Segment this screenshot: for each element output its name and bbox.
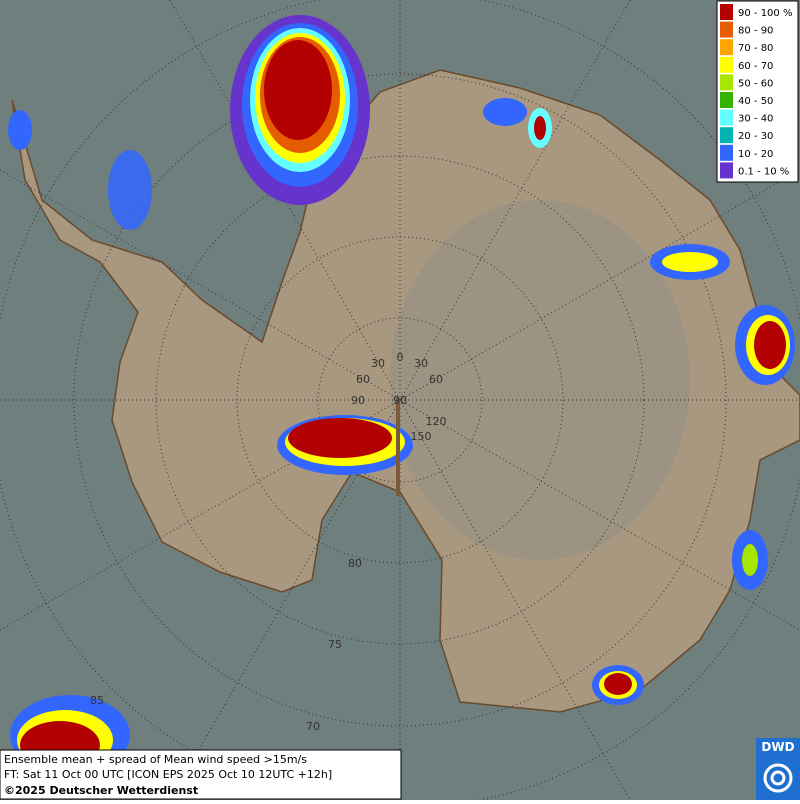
graticule-label: 80 xyxy=(348,557,362,570)
footer-line: Ensemble mean + spread of Mean wind spee… xyxy=(4,753,307,766)
footer-line: FT: Sat 11 Oct 00 UTC [ICON EPS 2025 Oct… xyxy=(4,768,332,781)
plateau xyxy=(390,200,690,560)
graticule-label: 60 xyxy=(356,373,370,386)
legend-swatch xyxy=(720,127,733,144)
legend-swatch xyxy=(720,162,733,179)
legend: 90 - 100 % 80 - 90 70 - 80 60 - 70 50 - 60 40… xyxy=(716,0,799,183)
footer-box xyxy=(0,749,402,800)
graticule-label: 0 xyxy=(397,351,404,364)
legend-label: 0.1 - 10 % xyxy=(738,166,789,177)
footer-line: ©2025 Deutscher Wetterdienst xyxy=(4,784,198,797)
legend-swatch xyxy=(720,109,733,126)
legend-swatch xyxy=(720,144,733,161)
graticule-label: 85 xyxy=(90,694,104,707)
legend-swatch xyxy=(720,74,733,91)
graticule-label: 75 xyxy=(328,638,342,651)
legend-swatch xyxy=(720,92,733,108)
graticule-label: 30 xyxy=(414,357,428,370)
graticule-label: 30 xyxy=(371,357,385,370)
legend-label: 90 - 100 % xyxy=(738,8,792,19)
logo-icon xyxy=(770,770,786,786)
graticule-label: 150 xyxy=(411,430,432,443)
legend-label: 60 - 70 xyxy=(738,61,773,72)
legend-label: 10 - 20 xyxy=(738,149,773,160)
graticule-label: 70 xyxy=(306,720,320,733)
logo-text: DWD xyxy=(761,740,794,754)
legend-swatch xyxy=(720,39,733,56)
graticule-label: 60 xyxy=(429,373,443,386)
legend-label: 30 - 40 xyxy=(738,114,773,125)
legend-label: 40 - 50 xyxy=(738,96,773,107)
legend-swatch xyxy=(720,4,733,20)
graticule-label: 120 xyxy=(426,415,447,428)
legend-label: 80 - 90 xyxy=(738,26,773,37)
legend-label: 50 - 60 xyxy=(738,78,773,89)
legend-label: 20 - 30 xyxy=(738,131,773,142)
logo-icon xyxy=(763,763,793,793)
legend-label: 70 - 80 xyxy=(738,43,773,54)
legend-swatch xyxy=(720,56,733,73)
legend-swatch xyxy=(720,21,733,38)
graticule-label: 90 xyxy=(393,394,407,407)
pole-marker xyxy=(396,398,400,496)
graticule-label: 90 xyxy=(351,394,365,407)
